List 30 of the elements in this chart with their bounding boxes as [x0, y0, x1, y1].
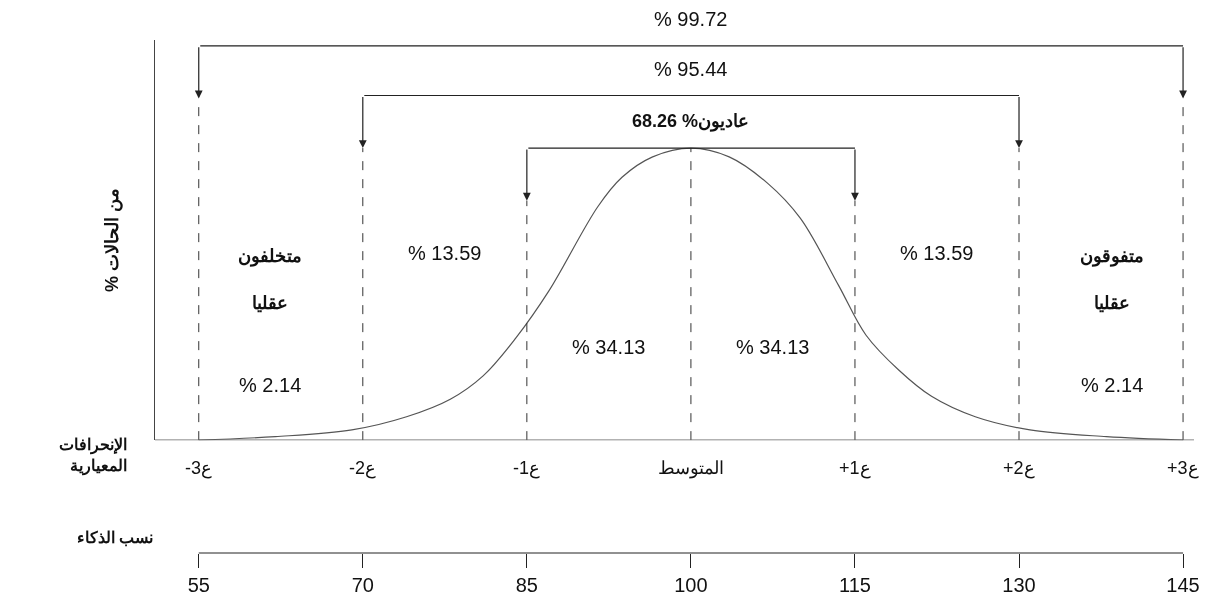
x-tick-label: 115: [839, 574, 871, 596]
x-tick-label: 85: [515, 574, 538, 596]
text: +1ع: [839, 458, 871, 479]
x-axis-title: نسب الذكاء: [77, 529, 154, 547]
annotation: % 2.14: [239, 374, 302, 396]
annotation: متخلفون: [238, 246, 302, 267]
text: -3ع: [185, 458, 213, 479]
text: عاديون% 68.26: [632, 111, 750, 132]
annotation: عقليا: [252, 293, 288, 313]
annotation: عقليا: [1094, 293, 1130, 313]
text: % 95.44: [654, 58, 728, 80]
y-axis-title: % من الحالات: [102, 188, 124, 293]
text: +2ع: [1003, 458, 1035, 479]
text: +3ع: [1167, 458, 1199, 479]
x-tick-label: 55: [187, 574, 210, 596]
annotation: % 34.13: [736, 336, 810, 358]
text: % 99.72: [654, 8, 728, 30]
x-tick-label: 145: [1166, 574, 1200, 596]
text: -1ع: [513, 458, 541, 479]
annotation: % 13.59: [900, 242, 974, 264]
text: الإنحرافات المعيارية: [59, 436, 127, 476]
text: -2ع: [349, 458, 377, 479]
x-tick-label: 70: [351, 574, 374, 596]
x-tick-label: 100: [674, 574, 708, 596]
text: المتوسط: [658, 458, 724, 479]
annotation: متفوقون: [1080, 246, 1144, 267]
annotation: % 13.59: [408, 242, 482, 264]
x-tick-label: 130: [1002, 574, 1036, 596]
annotation: % 34.13: [572, 336, 646, 358]
annotation: % 2.14: [1081, 374, 1144, 396]
